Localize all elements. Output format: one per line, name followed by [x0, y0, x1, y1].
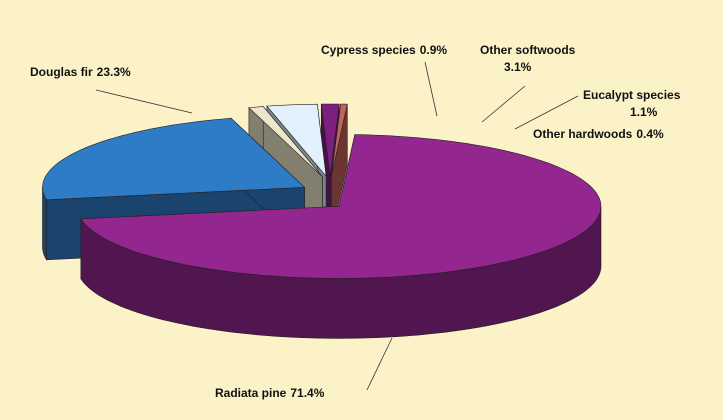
slice — [266, 103, 327, 178]
slice-label: Douglas fir 23.3% — [30, 65, 131, 79]
category-label: Other softwoods — [480, 43, 576, 57]
slice-label: Radiata pine 71.4% — [215, 386, 325, 400]
leader-line — [514, 95, 579, 130]
slice — [331, 103, 348, 177]
slice — [320, 103, 340, 177]
slice-label: Eucalypt species 1.1% — [583, 88, 681, 119]
value-label: 1.1% — [630, 105, 658, 119]
value-label: 0.9% — [420, 43, 448, 57]
slice — [248, 106, 323, 178]
slice — [42, 117, 306, 201]
value-label: 0.4% — [636, 127, 664, 141]
slice-label: Cypress species 0.9% — [321, 43, 447, 57]
category-label: Radiata pine — [215, 386, 287, 400]
category-label: Eucalypt species — [583, 88, 681, 102]
slice-label: Other softwoods 3.1% — [480, 43, 576, 74]
leader-line — [481, 85, 526, 123]
slice-label: Other hardwoods 0.4% — [533, 127, 664, 141]
leader-line — [424, 61, 438, 117]
category-label: Other hardwoods — [533, 127, 633, 141]
leader-line — [366, 337, 393, 391]
value-label: 3.1% — [504, 60, 532, 74]
slice — [80, 134, 602, 279]
value-label: 23.3% — [97, 65, 131, 79]
leader-line — [95, 89, 193, 114]
category-label: Cypress species — [321, 43, 416, 57]
category-label: Douglas fir — [30, 65, 93, 79]
value-label: 71.4% — [290, 386, 324, 400]
